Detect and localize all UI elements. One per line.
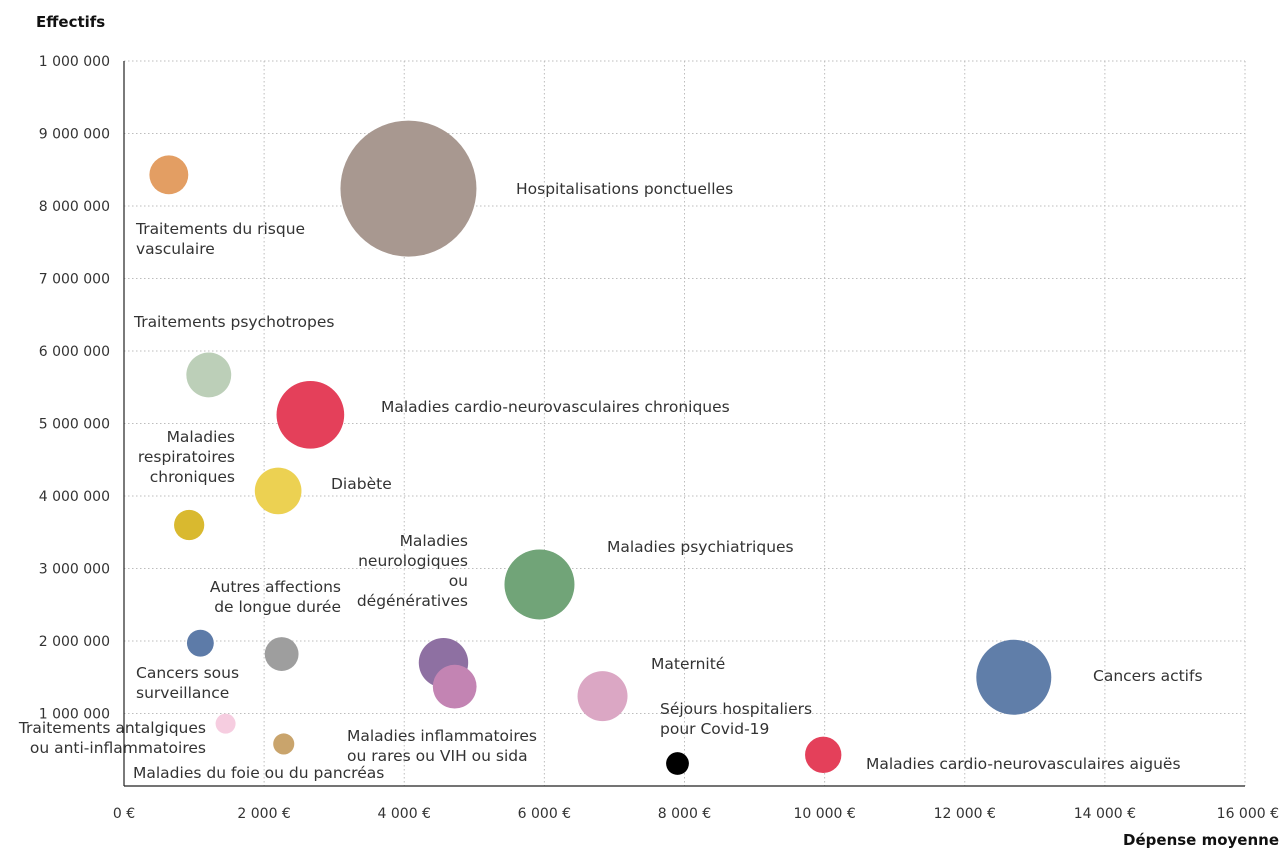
y-axis-title: Effectifs [36, 13, 105, 31]
bubble [186, 629, 214, 657]
bubble [805, 736, 842, 773]
y-tick-label: 2 000 000 [39, 634, 110, 650]
bubble [666, 752, 689, 775]
bubble [149, 155, 189, 195]
bubble-label: Maladies psychiatriques [607, 538, 794, 556]
bubble-label: Séjours hospitaliers pour Covid-19 [660, 700, 812, 738]
gridlines [124, 60, 1246, 786]
y-tick-label: 1 000 000 [39, 54, 110, 70]
bubble-label: Diabète [331, 475, 392, 493]
x-tick-label: 4 000 € [378, 806, 431, 822]
bubble-label: Maladies respiratoires chroniques [138, 428, 235, 486]
bubble-label: Maladies neurologiques ou dégénératives [357, 532, 468, 610]
bubble [215, 713, 236, 734]
bubble-label: Hospitalisations ponctuelles [516, 180, 733, 198]
x-tick-label: 2 000 € [237, 806, 290, 822]
x-tick-label: 6 000 € [518, 806, 571, 822]
bubble-label: Cancers sous surveillance [136, 664, 239, 702]
y-tick-label: 3 000 000 [39, 562, 110, 578]
x-tick-label: 0 € [113, 806, 135, 822]
x-tick-label: 8 000 € [658, 806, 711, 822]
y-tick-label: 5 000 000 [39, 417, 110, 433]
x-tick-label: 14 000 € [1074, 806, 1136, 822]
y-tick-label: 4 000 000 [39, 489, 110, 505]
bubble-label: Maternité [651, 655, 725, 673]
x-tick-label: 12 000 € [934, 806, 996, 822]
bubble [340, 120, 477, 257]
bubble [504, 549, 575, 620]
bubble-label: Maladies du foie ou du pancréas [133, 764, 384, 782]
bubble [577, 671, 628, 722]
bubble-label: Maladies inflammatoires ou rares ou VIH o… [347, 727, 537, 765]
bubble-label: Traitements antalgiques ou anti-inflammat… [18, 719, 206, 757]
bubble-label: Maladies cardio-neurovasculaires aiguës [866, 755, 1181, 773]
bubble [186, 352, 232, 398]
x-tick-label: 16 000 € [1217, 806, 1279, 822]
bubble [254, 467, 302, 515]
bubble [432, 664, 477, 709]
bubble-label: Traitements psychotropes [133, 313, 334, 331]
x-axis-title: Dépense moyenne [1123, 831, 1279, 849]
bubble [276, 380, 345, 449]
y-tick-label: 6 000 000 [39, 344, 110, 360]
bubble [174, 509, 205, 541]
x-tick-label: 10 000 € [793, 806, 855, 822]
bubble [976, 639, 1052, 715]
bubble [264, 637, 299, 671]
bubble-label: Cancers actifs [1093, 667, 1203, 685]
bubble [273, 733, 295, 755]
bubbles [149, 120, 1052, 775]
bubble-label: Maladies cardio-neurovasculaires chroniq… [381, 398, 730, 416]
y-tick-label: 1 000 000 [39, 707, 110, 723]
y-tick-label: 7 000 000 [39, 272, 110, 288]
y-tick-label: 8 000 000 [39, 199, 110, 215]
bubble-label: Traitements du risque vasculaire [135, 220, 305, 258]
y-tick-label: 9 000 000 [39, 127, 110, 143]
bubble-label: Autres affections de longue durée [210, 578, 341, 616]
